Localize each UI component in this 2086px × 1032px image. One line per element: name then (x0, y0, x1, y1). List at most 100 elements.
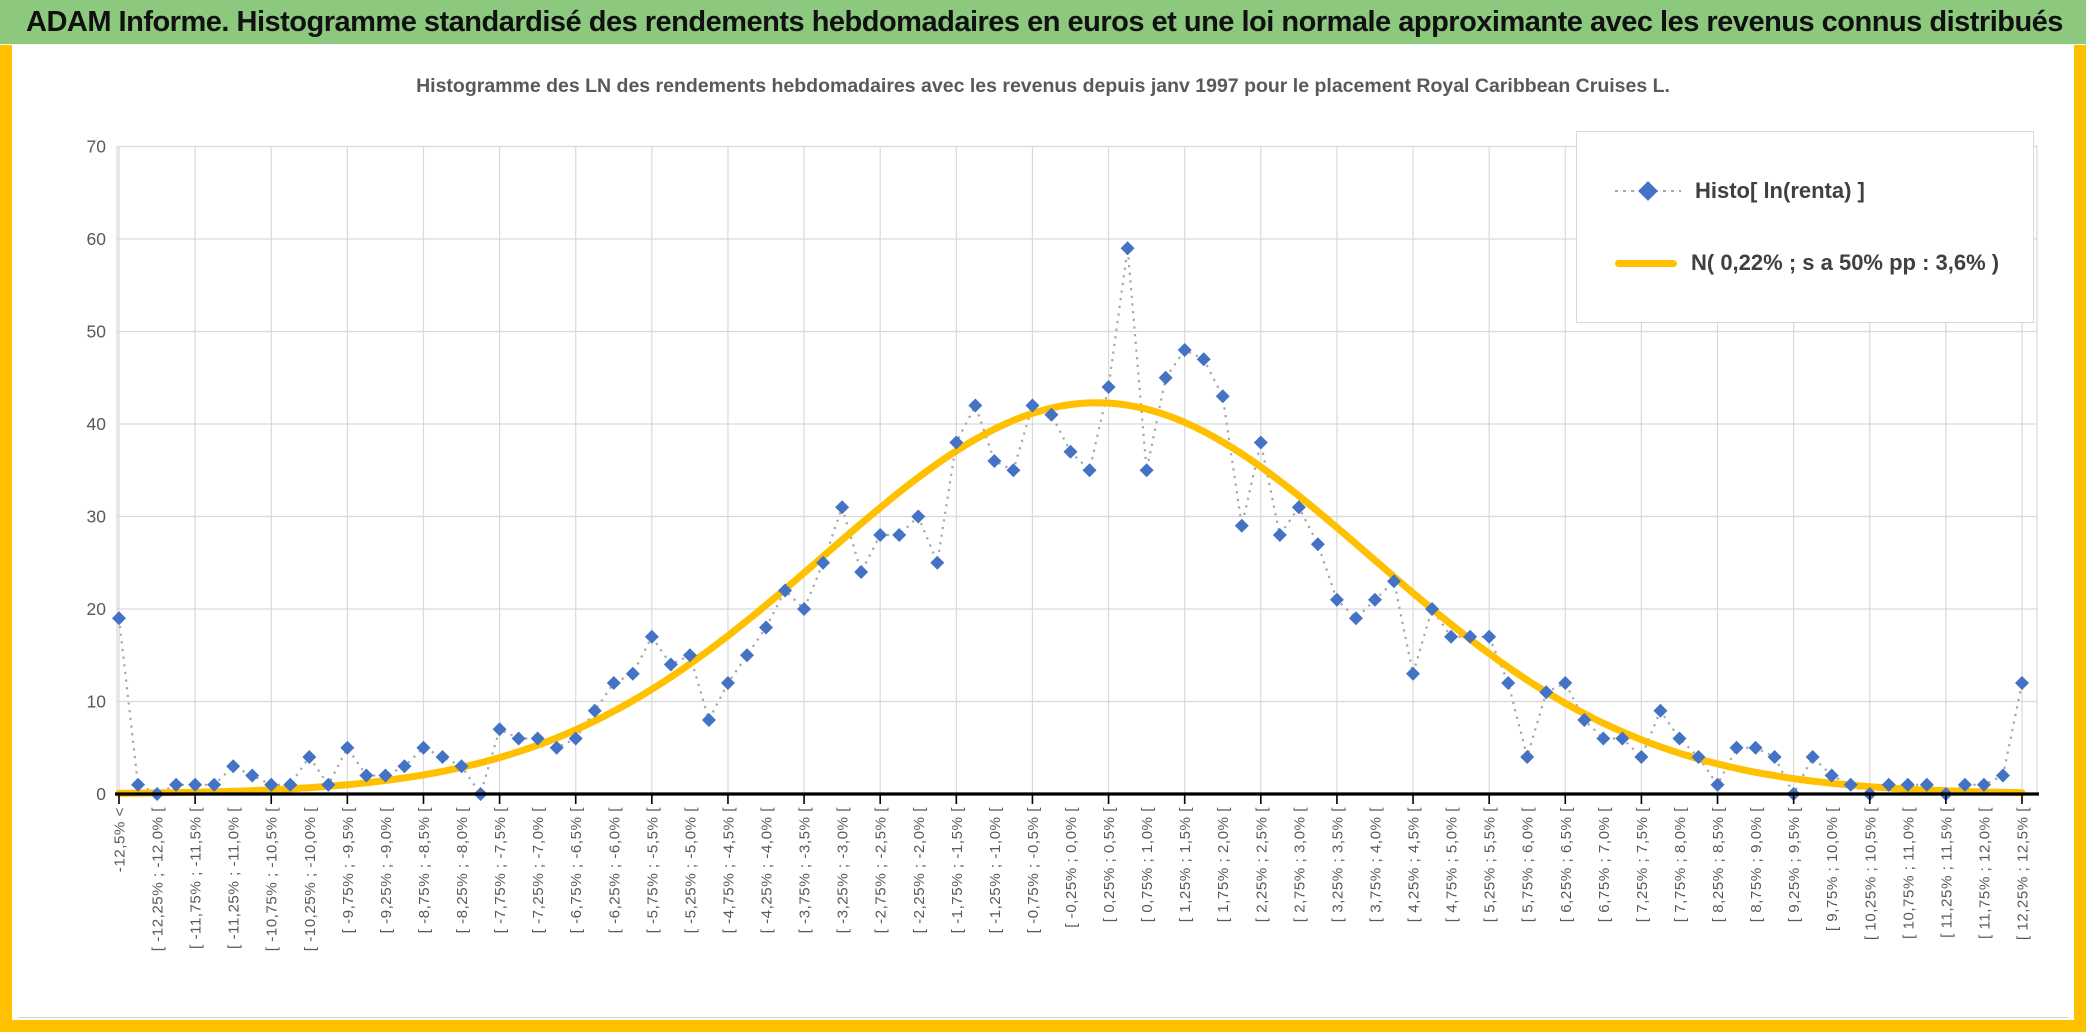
histogram-point (1596, 731, 1611, 746)
histogram-point (1272, 528, 1287, 542)
chart-object[interactable]: 0 10 20 30 40 50 60 70 -12,5% < [ -12,25% ; -12,0… (12, 45, 2074, 1020)
histogram-diamond-icon (1615, 181, 1681, 201)
histogram-point (911, 509, 926, 524)
histogram-point (759, 620, 774, 635)
histogram-point (530, 731, 545, 746)
legend-label-histogram: Histo[ ln(renta) ] (1695, 178, 1865, 203)
chart-bottom-divider (18, 1017, 2068, 1018)
x-axis-tick-label: [ 5,75% ; 6,0% [ (1520, 807, 1537, 922)
x-axis-tick-label: [ 6,25% ; 6,5% [ (1558, 807, 1575, 922)
x-axis-tick-label: [ -1,75% ; -1,5% [ (949, 807, 966, 934)
histogram-point (606, 676, 621, 690)
histogram-point (416, 740, 431, 755)
histogram-point (1482, 629, 1497, 644)
histogram-series[interactable] (117, 248, 2024, 797)
histogram-point (1215, 389, 1230, 404)
x-axis-tick-label: [ -5,25% ; -5,0% [ (682, 807, 699, 934)
x-axis-tick-label: [ -3,75% ; -3,5% [ (797, 807, 814, 934)
x-axis-tick-label: [ 11,75% ; 12,0% [ (1976, 807, 1993, 939)
y-axis-tick-label: 10 (87, 692, 107, 712)
histogram-point (435, 750, 450, 764)
legend-item-histogram[interactable]: Histo[ ln(renta) ] (1615, 178, 2033, 204)
histogram-point (264, 777, 279, 792)
x-axis-tick-label: [ -2,75% ; -2,5% [ (873, 807, 890, 934)
normal-curve-series[interactable] (115, 399, 2026, 797)
x-axis-tick-label: [ 3,75% ; 4,0% [ (1367, 807, 1384, 922)
histogram-point (1710, 777, 1725, 792)
x-axis-tick-label: [ 12,25% ; 12,5% [ (2015, 807, 2032, 940)
x-axis-tick-label: [ 11,25% ; 11,5% [ (1938, 807, 1955, 938)
histogram-point (492, 722, 507, 737)
histogram-point (321, 777, 336, 792)
x-axis-tick-label: [ -3,25% ; -3,0% [ (835, 807, 852, 934)
histogram-point (112, 611, 126, 626)
x-axis-tick-label: [ -10,25% ; -10,0% [ (302, 807, 319, 952)
x-axis-tick-label: [ -9,25% ; -9,0% [ (378, 807, 395, 934)
histogram-point (1995, 768, 2010, 783)
x-axis-tick-label: [ -7,25% ; -7,0% [ (530, 807, 547, 934)
x-axis-tick-label: [ 3,25% ; 3,5% [ (1329, 807, 1346, 922)
histogram-point (1406, 666, 1421, 681)
histogram-point (949, 435, 964, 450)
y-axis-tick-label: 20 (87, 599, 107, 619)
histogram-point (1387, 574, 1402, 589)
histogram-point (1329, 592, 1344, 607)
histogram-point (1367, 592, 1382, 607)
gridlines (116, 145, 2038, 794)
histogram-point (340, 740, 355, 755)
x-axis-tick-label: [ 10,25% ; 10,5% [ (1862, 807, 1879, 940)
histogram-point (720, 676, 735, 690)
histogram-point (1139, 463, 1154, 478)
x-axis-tick-label: [ 2,75% ; 3,0% [ (1291, 807, 1308, 922)
x-axis-tick-label: [ -6,25% ; -6,0% [ (606, 807, 623, 934)
x-axis-tick-label: [ -4,75% ; -4,5% [ (720, 807, 737, 934)
histogram-point (625, 666, 640, 681)
x-axis (115, 792, 2039, 804)
plot-area[interactable]: 0 10 20 30 40 50 60 70 -12,5% < [ -12,25% ; -12,0… (12, 45, 2074, 1020)
histogram-point (1025, 398, 1040, 413)
histogram-point (1291, 500, 1306, 515)
histogram-point (511, 731, 526, 746)
x-axis-tick-label: [ 0,25% ; 0,5% [ (1101, 807, 1118, 922)
histogram-point (682, 648, 697, 663)
x-axis-tick-label: [ 6,75% ; 7,0% [ (1596, 807, 1613, 922)
histogram-point (1425, 602, 1440, 616)
x-axis-tick-label: [ -5,75% ; -5,5% [ (644, 807, 661, 934)
histogram-point (1729, 740, 1744, 755)
x-axis-tick-label: [ -0,25% ; 0,0% [ (1063, 807, 1080, 928)
normal-curve-line (115, 399, 2026, 797)
histogram-point (701, 713, 716, 727)
histogram-point (892, 528, 907, 542)
histogram-point (1177, 343, 1192, 357)
x-axis-tick-label: [ 1,75% ; 2,0% [ (1215, 807, 1232, 922)
legend-item-normal[interactable]: N( 0,22% ; s a 50% pp : 3,6% ) (1615, 250, 2033, 276)
histogram-point (1672, 731, 1687, 746)
x-axis-tick-label: [ 7,75% ; 8,0% [ (1672, 807, 1689, 922)
histogram-point (1101, 380, 1116, 394)
histogram-point (1748, 740, 1763, 755)
histogram-point (835, 500, 850, 515)
histogram-point (1006, 463, 1021, 478)
x-axis-tick-label: [ 4,25% ; 4,5% [ (1406, 807, 1423, 922)
histogram-point (2015, 676, 2029, 690)
histogram-point (359, 768, 374, 783)
x-axis-tick-label: [ 0,75% ; 1,0% [ (1139, 807, 1156, 922)
histogram-point (930, 555, 945, 570)
x-axis-tick-label: [ -12,25% ; -12,0% [ (150, 807, 167, 952)
histogram-point (1539, 685, 1554, 700)
histogram-point (1158, 370, 1173, 385)
histogram-point (169, 777, 184, 792)
x-axis-tick-label: [ -7,75% ; -7,5% [ (492, 807, 509, 934)
histogram-points (112, 241, 2029, 801)
y-axis-tick-label: 30 (87, 507, 107, 527)
histogram-point (1444, 629, 1459, 644)
histogram-point (1082, 463, 1097, 478)
legend[interactable]: Histo[ ln(renta) ] N( 0,22% ; s a 50% pp… (1576, 131, 2034, 323)
x-axis-tick-label: [ -1,25% ; -1,0% [ (987, 807, 1004, 934)
x-axis-tick-label: [ 9,25% ; 9,5% [ (1786, 807, 1803, 922)
y-axis-tick-label: 50 (87, 322, 107, 342)
histogram-point (1577, 713, 1592, 727)
histogram-point (1900, 777, 1915, 792)
histogram-point (1044, 407, 1059, 422)
x-axis-tick-label: -12,5% < (112, 807, 129, 872)
